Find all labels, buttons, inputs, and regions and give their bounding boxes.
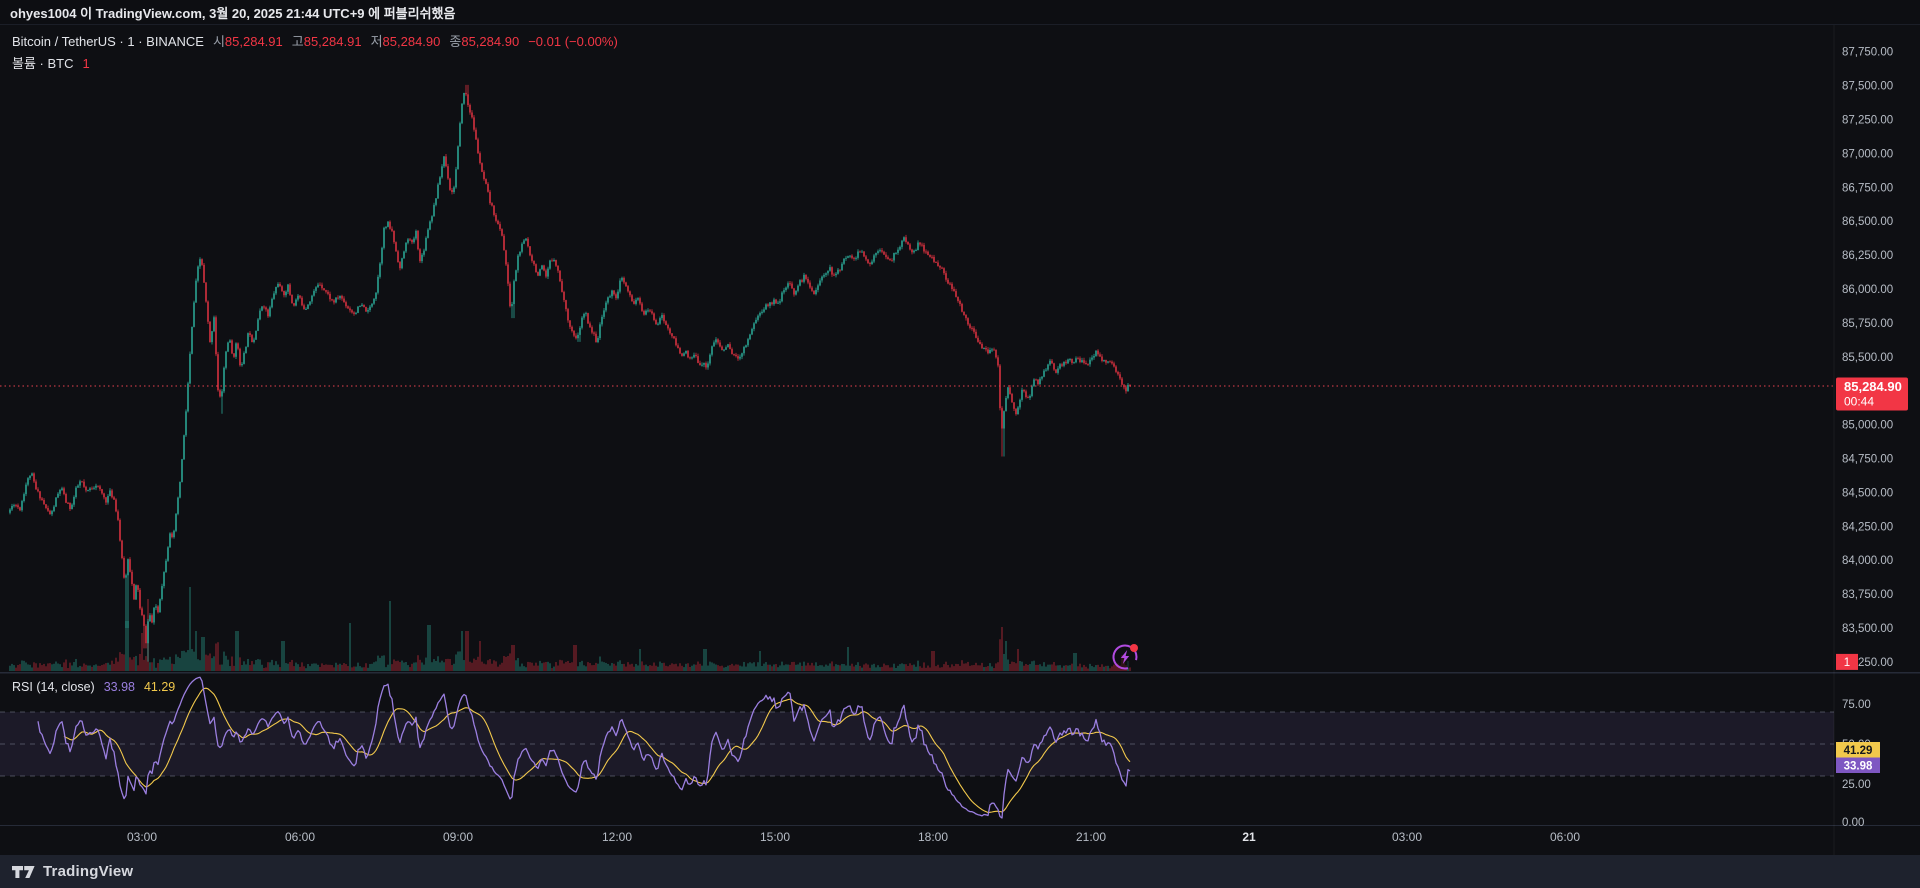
svg-text:86,750.00: 86,750.00 bbox=[1842, 182, 1893, 194]
svg-text:03:00: 03:00 bbox=[1392, 830, 1422, 844]
price-change: −0.01 (−0.00%) bbox=[528, 34, 618, 49]
svg-text:41.29: 41.29 bbox=[1844, 745, 1873, 757]
rsi-legend-title[interactable]: RSI (14, close) bbox=[12, 680, 95, 694]
svg-text:33.98: 33.98 bbox=[1844, 761, 1873, 773]
rsi-pane bbox=[0, 676, 1834, 819]
svg-text:21:00: 21:00 bbox=[1076, 830, 1106, 844]
svg-text:12:00: 12:00 bbox=[602, 830, 632, 844]
volume-axis-badge: 1 bbox=[1836, 653, 1858, 670]
time-axis[interactable]: 03:00 06:00 09:00 12:00 15:00 18:00 21:00 21 03:… bbox=[127, 830, 1580, 844]
svg-text:15:00: 15:00 bbox=[760, 830, 790, 844]
rsi-ma-legend-value: 41.29 bbox=[143, 680, 176, 694]
svg-text:18:00: 18:00 bbox=[918, 830, 948, 844]
svg-text:85,000.00: 85,000.00 bbox=[1842, 420, 1893, 432]
publish-info-text: ohyes1004 이 TradingView.com, 3월 20, 2025… bbox=[10, 5, 456, 21]
svg-text:09:00: 09:00 bbox=[443, 830, 473, 844]
svg-text:1: 1 bbox=[1844, 657, 1850, 669]
ohlc-high: 고85,284.91 bbox=[291, 34, 362, 49]
svg-text:84,000.00: 84,000.00 bbox=[1842, 555, 1893, 567]
main-chart-legend: Bitcoin / TetherUS · 1 · BINANCE 시85,284… bbox=[12, 31, 618, 50]
ohlc-close: 종85,284.90 bbox=[449, 34, 520, 49]
svg-text:83,750.00: 83,750.00 bbox=[1842, 589, 1893, 601]
svg-text:25.00: 25.00 bbox=[1842, 779, 1871, 791]
svg-text:85,500.00: 85,500.00 bbox=[1842, 352, 1893, 364]
svg-text:0.00: 0.00 bbox=[1842, 817, 1864, 829]
volume-legend: 볼륨 · BTC 1 bbox=[12, 53, 90, 72]
svg-text:21: 21 bbox=[1242, 830, 1256, 844]
svg-text:87,000.00: 87,000.00 bbox=[1842, 148, 1893, 160]
rsi-ma-value-box: 41.29 bbox=[1836, 742, 1880, 758]
svg-text:86,500.00: 86,500.00 bbox=[1842, 216, 1893, 228]
rsi-legend-value: 33.98 bbox=[103, 680, 135, 694]
publish-info-bar: ohyes1004 이 TradingView.com, 3월 20, 2025… bbox=[0, 0, 1920, 25]
price-axis[interactable]: 87,750.00 87,500.00 87,250.00 87,000.00 86,7… bbox=[1836, 47, 1908, 670]
svg-text:84,500.00: 84,500.00 bbox=[1842, 487, 1893, 499]
rsi-legend: RSI (14, close) 33.98 41.29 bbox=[12, 680, 175, 694]
svg-text:06:00: 06:00 bbox=[1550, 830, 1580, 844]
tradingview-logo-icon[interactable] bbox=[12, 864, 35, 880]
svg-text:00:44: 00:44 bbox=[1844, 395, 1874, 409]
svg-text:85,750.00: 85,750.00 bbox=[1842, 318, 1893, 330]
svg-text:83,500.00: 83,500.00 bbox=[1842, 623, 1893, 635]
volume-legend-value: 1 bbox=[82, 56, 90, 71]
ohlc-low: 저85,284.90 bbox=[370, 34, 441, 49]
svg-text:86,000.00: 86,000.00 bbox=[1842, 284, 1893, 296]
svg-text:86,250.00: 86,250.00 bbox=[1842, 250, 1893, 262]
volume-bars-layer bbox=[9, 587, 1131, 671]
svg-text:06:00: 06:00 bbox=[285, 830, 315, 844]
svg-text:03:00: 03:00 bbox=[127, 830, 157, 844]
svg-text:75.00: 75.00 bbox=[1842, 699, 1871, 711]
svg-text:85,284.90: 85,284.90 bbox=[1844, 379, 1902, 394]
svg-text:87,500.00: 87,500.00 bbox=[1842, 81, 1893, 93]
symbol-title[interactable]: Bitcoin / TetherUS · 1 · BINANCE bbox=[12, 34, 204, 49]
tradingview-footer-bar: TradingView bbox=[0, 855, 1920, 888]
svg-text:84,750.00: 84,750.00 bbox=[1842, 454, 1893, 466]
svg-text:87,750.00: 87,750.00 bbox=[1842, 47, 1893, 59]
rsi-value-box: 33.98 bbox=[1836, 757, 1880, 773]
candles-layer bbox=[9, 84, 1131, 662]
svg-text:84,250.00: 84,250.00 bbox=[1842, 521, 1893, 533]
ohlc-open: 시85,284.91 bbox=[212, 34, 283, 49]
svg-text:87,250.00: 87,250.00 bbox=[1842, 115, 1893, 127]
tradingview-brand-text[interactable]: TradingView bbox=[43, 863, 134, 880]
volume-legend-label[interactable]: 볼륨 · BTC bbox=[12, 56, 74, 71]
